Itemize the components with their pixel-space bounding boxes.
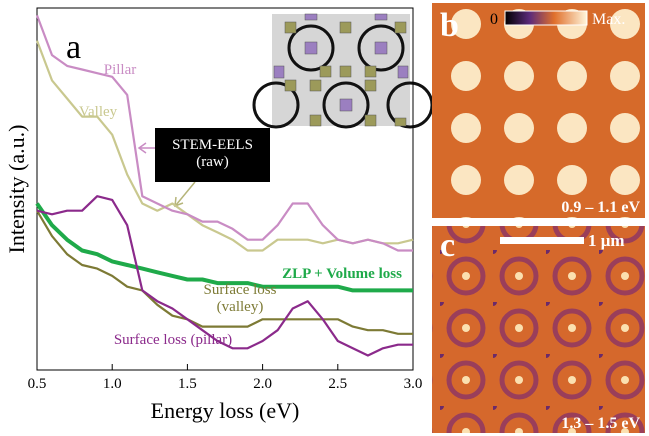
series-label: ZLP + Volume loss xyxy=(262,266,422,283)
annotation-arrow xyxy=(175,182,195,206)
panel-label: b xyxy=(440,7,459,44)
panel-label: a xyxy=(66,29,81,66)
figure: b 0 Max. 0.9 – 1.1 eV c 1 μm 1.3 – 1.5 e… xyxy=(0,0,649,436)
y-axis-label: Intensity (a.u.) xyxy=(4,125,29,254)
series-label: Valley xyxy=(68,104,128,121)
x-tick-label: 0.5 xyxy=(28,376,47,392)
panel-caption: 1.3 – 1.5 eV xyxy=(561,415,640,432)
x-tick-label: 2.5 xyxy=(328,376,347,392)
x-tick-label: 1.0 xyxy=(103,376,122,392)
panel-caption: 0.9 – 1.1 eV xyxy=(561,199,640,216)
colorbar xyxy=(505,11,587,25)
map-b xyxy=(432,3,645,218)
x-tick-label: 1.5 xyxy=(178,376,197,392)
x-tick-label: 3.0 xyxy=(404,376,423,392)
x-tick-label: 2.0 xyxy=(253,376,272,392)
map-c xyxy=(432,226,645,433)
series-label: Surface loss (valley) xyxy=(185,282,295,316)
series-label: Pillar xyxy=(90,62,150,79)
scale-bar-label: 1 μm xyxy=(588,231,625,250)
colorbar-min: 0 xyxy=(490,11,498,28)
inset-schematic xyxy=(254,14,432,127)
series-label: Surface loss (pillar) xyxy=(88,332,258,349)
panel-label: c xyxy=(440,227,455,264)
colorbar-max: Max. xyxy=(592,11,625,28)
x-axis-label: Energy loss (eV) xyxy=(151,398,300,423)
annotation: STEM-EELS (raw) xyxy=(160,137,265,171)
annotation-arrow xyxy=(139,143,156,153)
scale-bar xyxy=(500,237,584,244)
